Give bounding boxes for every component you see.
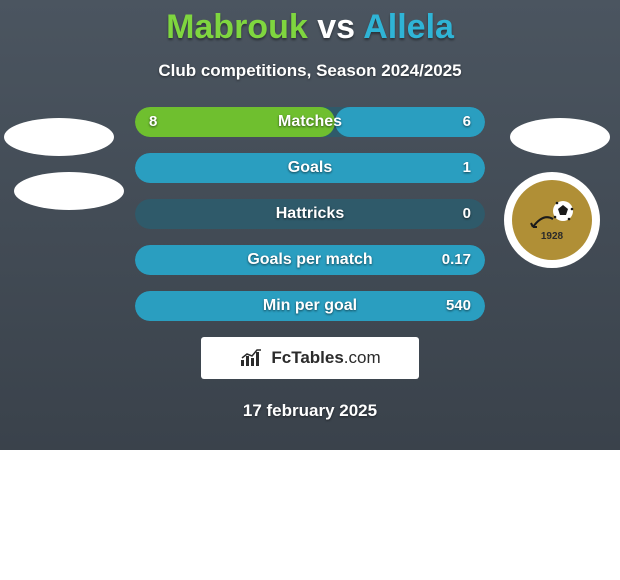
vs-label: vs [317, 8, 355, 46]
logo-suffix: .com [344, 348, 381, 367]
stat-value-right: 1 [463, 153, 471, 183]
comparison-card: Mabrouk vs Allela Club competitions, Sea… [0, 0, 620, 450]
stat-row: Hattricks0 [135, 199, 485, 229]
stat-value-right: 0.17 [442, 245, 471, 275]
stat-value-right: 0 [463, 199, 471, 229]
stat-row: Matches8 6 [135, 107, 485, 137]
bar-chart-icon [239, 348, 265, 368]
logo-text: FcTables.com [271, 348, 380, 368]
stat-value-right: 6 [463, 107, 471, 137]
stat-label: Goals [135, 153, 485, 183]
stats-list: Matches8 6 Goals1 Hattricks0 Goals per match… [0, 107, 620, 321]
stat-row: Goals1 [135, 153, 485, 183]
stat-value-right: 540 [446, 291, 471, 321]
stat-label: Hattricks [135, 199, 485, 229]
stat-label: Matches [135, 107, 485, 137]
stat-label: Min per goal [135, 291, 485, 321]
player1-name: Mabrouk [166, 8, 308, 46]
date-label: 17 february 2025 [0, 401, 620, 421]
stat-row: Min per goal540 [135, 291, 485, 321]
logo-name: FcTables [271, 348, 343, 367]
fctables-logo[interactable]: FcTables.com [201, 337, 419, 379]
subtitle: Club competitions, Season 2024/2025 [0, 61, 620, 81]
stat-value-left: 8 [149, 107, 157, 137]
player2-name: Allela [363, 8, 454, 46]
stat-label: Goals per match [135, 245, 485, 275]
stat-row: Goals per match0.17 [135, 245, 485, 275]
page-title: Mabrouk vs Allela [0, 0, 620, 47]
